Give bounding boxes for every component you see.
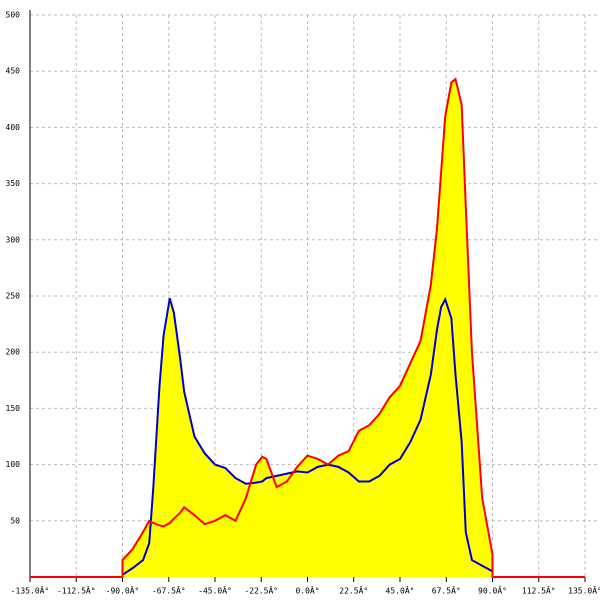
x-tick-label: -90.0Â° [106,585,140,596]
x-tick-label: -67.5Â° [152,585,186,596]
y-tick-label: 200 [6,348,21,357]
y-tick-label: 300 [6,235,21,244]
series-line [30,296,585,578]
x-tick-label: 45.0Â° [386,585,415,596]
x-tick-label: -112.5Â° [57,585,96,596]
x-tick-label: 135.0Â° [568,585,600,596]
y-tick-label: 350 [6,179,21,188]
x-tick-label: -135.0Â° [11,585,50,596]
x-tick-label: 67.5Â° [432,585,461,596]
y-tick-label: 400 [6,123,21,132]
y-tick-label: 150 [6,404,21,413]
x-tick-label: -22.5Â° [244,585,278,596]
y-tick-label: 500 [6,11,21,20]
y-tick-label: 450 [6,67,21,76]
series-area [30,79,585,578]
x-tick-label: -45.0Â° [198,585,232,596]
x-tick-label: 0.0Â° [295,585,319,596]
series-line [30,77,585,578]
y-tick-label: 250 [6,292,21,301]
x-tick-label: 22.5Â° [339,585,368,596]
y-tick-label: 100 [6,460,21,469]
x-tick-label: 90.0Â° [478,585,507,596]
x-tick-label: 112.5Â° [522,585,556,596]
y-tick-label: 50 [10,516,20,525]
